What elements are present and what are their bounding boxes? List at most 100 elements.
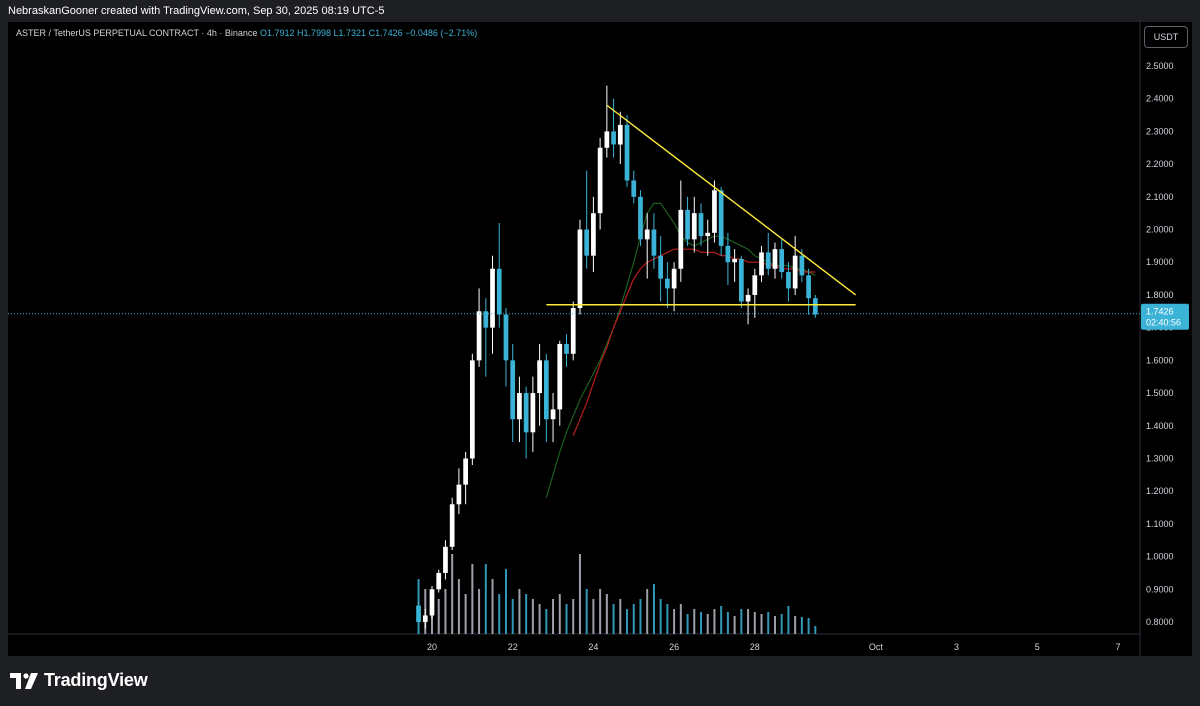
chart-panel[interactable]: 2.5000 2.4000 2.3000 2.2000 2.1000 2.0000 1.90… [8, 22, 1192, 656]
candle-body [812, 298, 818, 315]
volume-bar [659, 599, 662, 634]
candle-body [792, 255, 798, 289]
volume-bar [713, 609, 716, 634]
current-price-label: 1.7426 [1146, 307, 1174, 317]
volume-bar [619, 599, 622, 634]
candle-body [577, 229, 583, 309]
candle-body [718, 190, 724, 246]
volume-bar [558, 594, 561, 634]
candle-body [678, 209, 684, 269]
candle-body [476, 311, 482, 361]
volume-bar [666, 604, 669, 634]
volume-bar [686, 614, 689, 634]
volume-bar [726, 612, 729, 634]
candle-body [685, 209, 690, 240]
candle-body [523, 393, 529, 433]
currency-button[interactable]: USDT [1144, 26, 1188, 48]
volume-bar [787, 606, 790, 634]
y-tick-label: 1.2000 [1146, 486, 1174, 496]
volume-bar [807, 618, 810, 634]
legend-high: H1.7998 [296, 28, 332, 38]
symbol-legend: ASTER / TetherUS PERPETUAL CONTRACT · 4h… [16, 28, 477, 38]
candle-body [651, 229, 657, 256]
volume-bar [794, 616, 797, 634]
candle-body [671, 268, 677, 289]
legend-close: C1.7426 [368, 28, 403, 38]
volume-bar [773, 616, 776, 634]
tradingview-logo[interactable]: TradingView [10, 670, 148, 691]
y-tick-label: 0.9000 [1146, 584, 1174, 594]
volume-bar [592, 599, 595, 634]
candle-body [712, 190, 717, 233]
volume-bar [464, 594, 467, 634]
volume-bar [518, 589, 521, 634]
candle-body [597, 147, 603, 214]
candle-body [799, 255, 805, 276]
volume-bar [531, 599, 534, 634]
candle-body [779, 249, 785, 273]
candle-body [665, 278, 670, 289]
volume-bar [780, 614, 783, 634]
candle-body [496, 268, 502, 315]
candle-body [456, 484, 462, 505]
candle-body [806, 275, 811, 299]
volume-bar [693, 609, 696, 634]
y-tick-label: 1.1000 [1146, 519, 1174, 529]
tradingview-logo-icon [10, 672, 38, 689]
candle-body [745, 294, 751, 302]
x-tick-label: 26 [669, 642, 679, 652]
candle-body [604, 131, 610, 148]
x-tick-label: 22 [508, 642, 518, 652]
price-chart[interactable]: 2.5000 2.4000 2.3000 2.2000 2.1000 2.0000 1.90… [8, 22, 1192, 656]
volume-bar [700, 612, 702, 634]
volume-bar [511, 599, 514, 634]
volume-bar [498, 594, 501, 634]
y-tick-label: 2.5000 [1146, 61, 1174, 71]
x-tick-label: 5 [1035, 642, 1040, 652]
legend-low: L1.7321 [333, 28, 367, 38]
y-tick-label: 2.3000 [1146, 126, 1174, 136]
trendline [606, 104, 857, 296]
y-tick-label: 1.6000 [1146, 355, 1174, 365]
bar-countdown-label: 02:40:56 [1146, 318, 1181, 328]
candle-body [564, 344, 569, 354]
candle-body [463, 458, 468, 485]
volume-bar [767, 612, 770, 634]
volume-bar [706, 614, 709, 634]
candle-body [691, 213, 697, 240]
volume-bar [578, 554, 581, 634]
moving-average-line [572, 248, 816, 436]
volume-bar [565, 604, 568, 634]
x-tick-label: 20 [427, 642, 437, 652]
volume-bar [612, 604, 615, 634]
volume-bar [478, 589, 481, 634]
candle-body [503, 314, 509, 361]
candle-body [644, 229, 650, 240]
footer: TradingView [0, 656, 1200, 706]
x-tick-label: Oct [869, 642, 884, 652]
candle-body [449, 504, 455, 547]
y-tick-label: 2.1000 [1146, 192, 1174, 202]
candle-body [422, 615, 428, 622]
y-tick-label: 2.4000 [1146, 94, 1174, 104]
candle-body [624, 124, 630, 181]
candle-body [443, 546, 448, 573]
candle-body [638, 196, 643, 240]
volume-bar [457, 579, 460, 634]
y-tick-label: 1.9000 [1146, 257, 1174, 267]
candle-body [611, 131, 616, 145]
y-tick-label: 2.2000 [1146, 159, 1174, 169]
volume-bar [652, 584, 655, 634]
volume-bar [679, 604, 682, 634]
candle-body [738, 258, 744, 302]
volume-bar [720, 606, 723, 634]
current-price-tag [1141, 303, 1189, 330]
volume-bar [525, 594, 528, 634]
candle-body [510, 360, 516, 420]
symbol-name: ASTER / TetherUS PERPETUAL CONTRACT · 4h… [16, 28, 258, 38]
volume-bar [599, 589, 602, 634]
volume-bar [444, 589, 447, 634]
volume-bar [437, 599, 440, 634]
candle-body [490, 268, 495, 328]
candle-body [786, 272, 791, 289]
